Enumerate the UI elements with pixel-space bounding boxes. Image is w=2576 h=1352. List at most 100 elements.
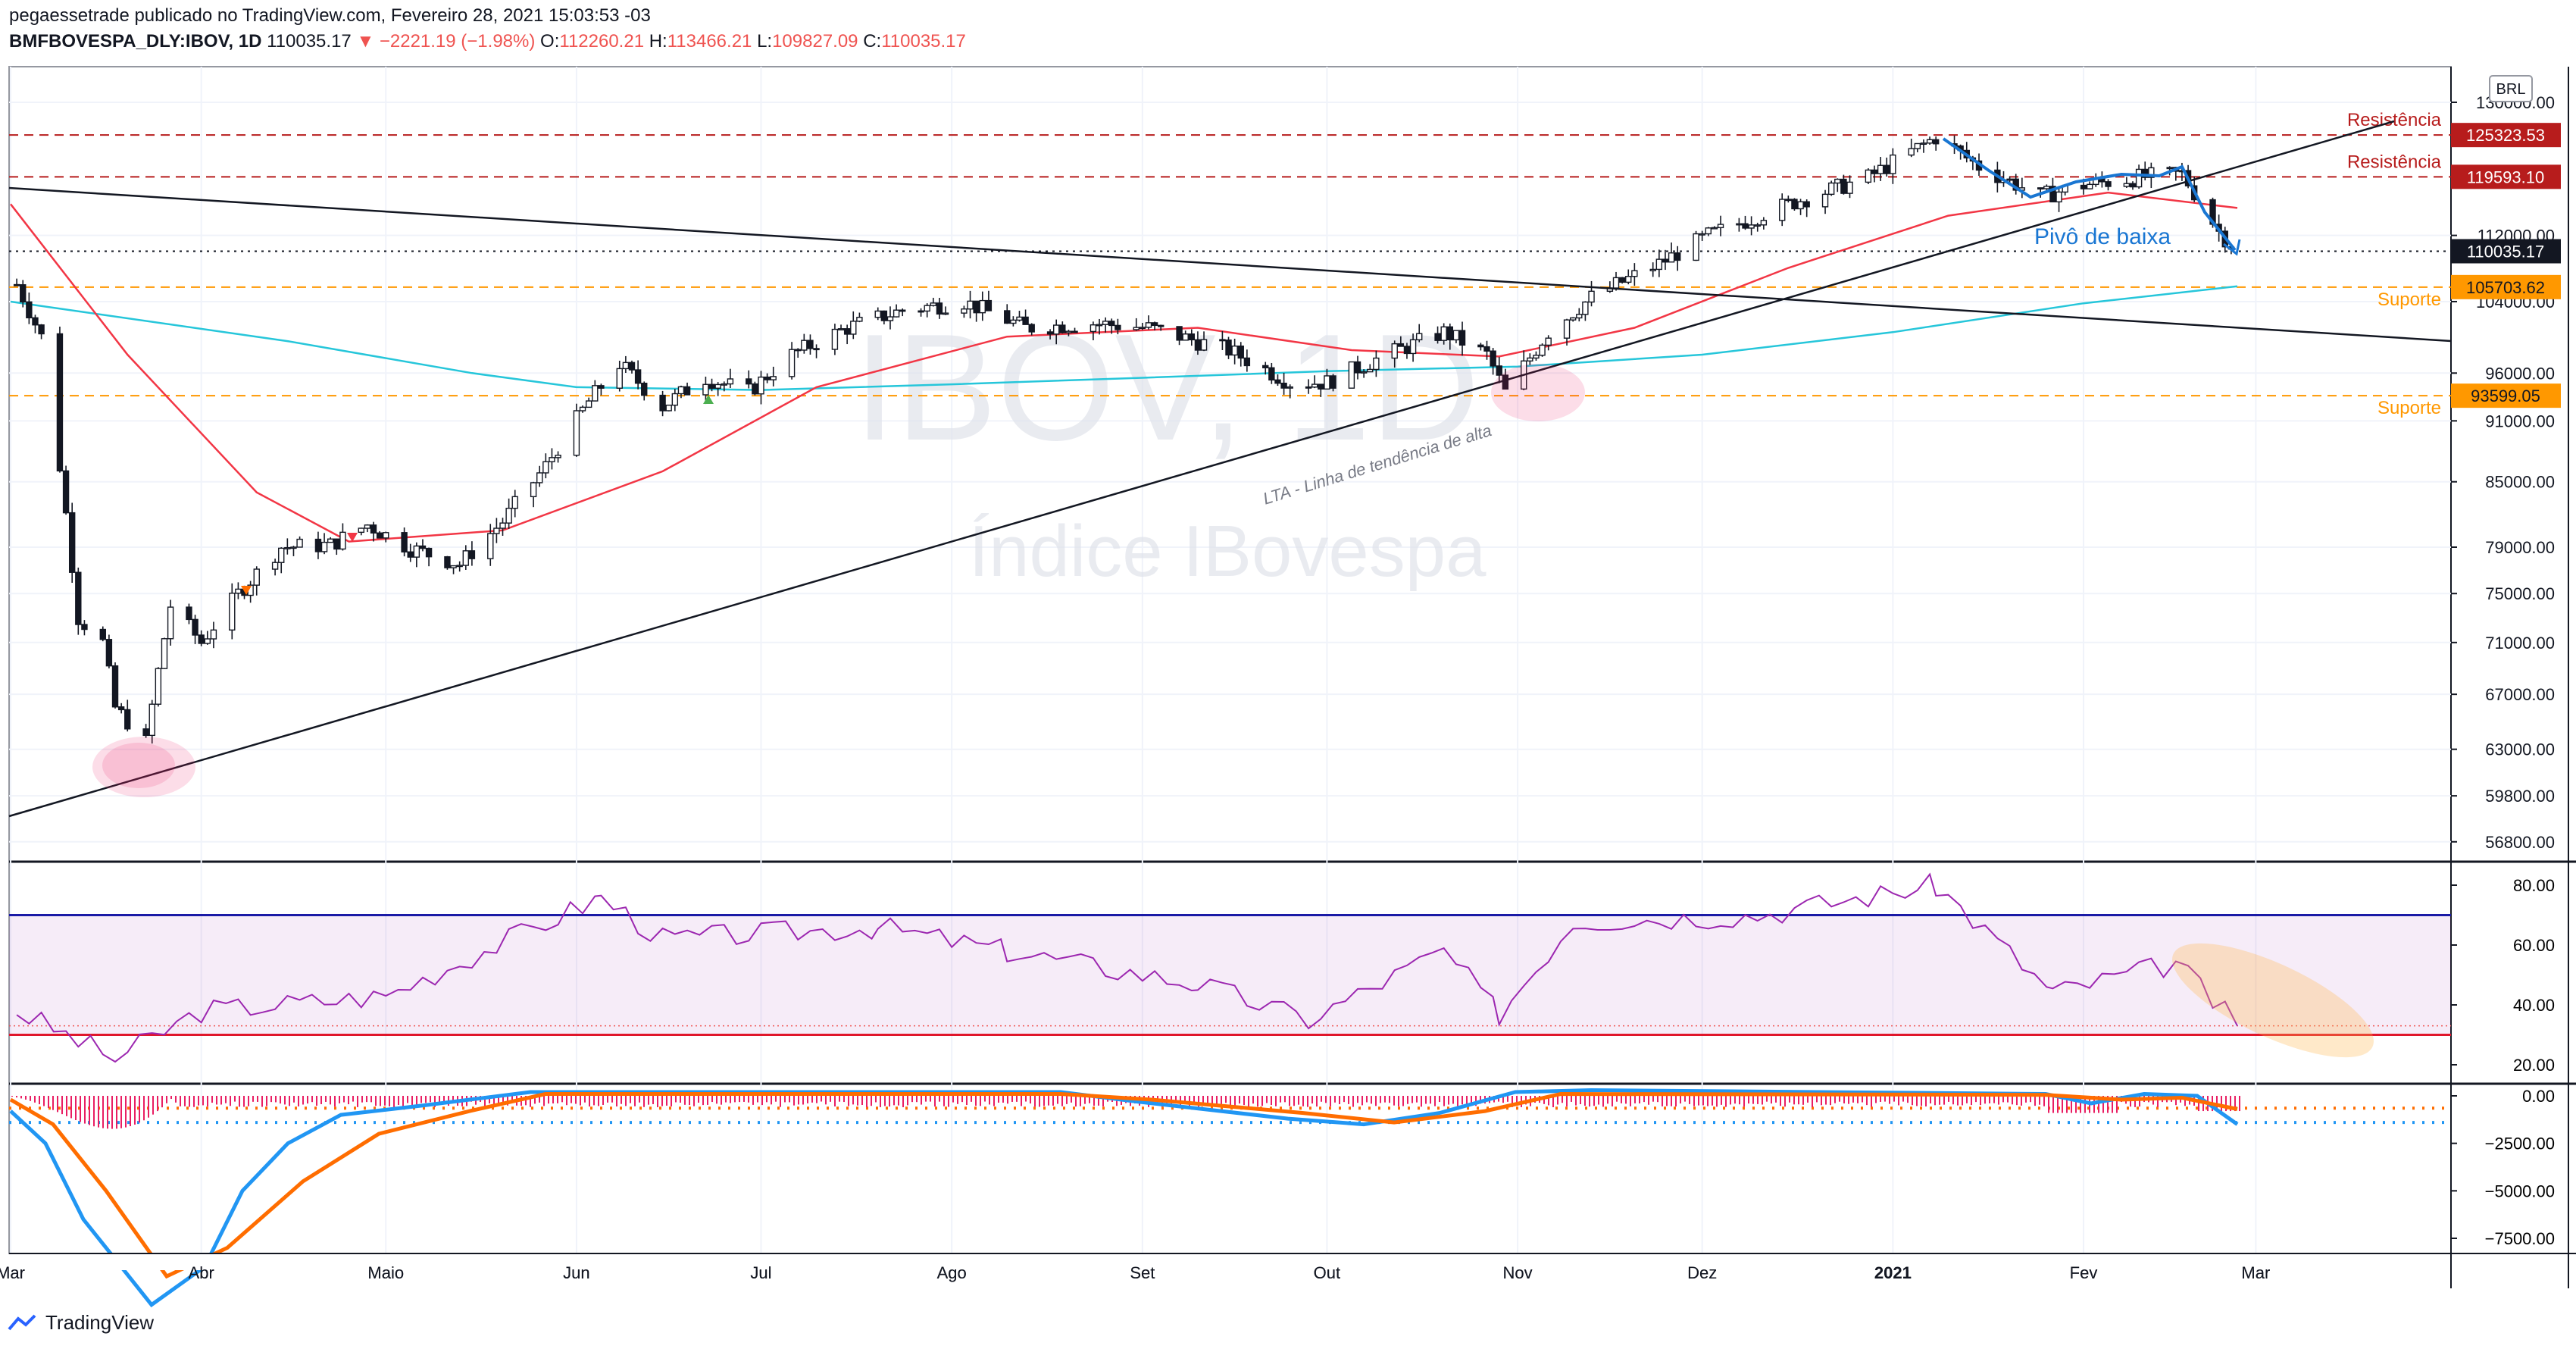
level-label: Suporte: [2377, 289, 2441, 310]
x-tick-label: Jul: [750, 1263, 771, 1282]
candle-body: [678, 387, 683, 393]
macd-tick-label: −2500.00: [2485, 1134, 2555, 1153]
candle-body: [1177, 327, 1182, 340]
level-label: Suporte: [2377, 398, 2441, 418]
candle-body: [1441, 327, 1446, 340]
candle-body: [64, 471, 69, 512]
candle-body: [254, 569, 259, 585]
candle-body: [672, 394, 677, 405]
candle-body: [161, 639, 167, 668]
candle-body: [1589, 291, 1594, 302]
candle-body: [1269, 368, 1274, 380]
candle-body: [1435, 333, 1440, 340]
candle-body: [924, 305, 930, 311]
candle-body: [1712, 227, 1717, 229]
candle-body: [1072, 331, 1077, 333]
candle-body: [1792, 199, 1797, 208]
currency-label: BRL: [2496, 81, 2526, 98]
candle-body: [1718, 224, 1724, 227]
candle-body: [599, 386, 604, 388]
rsi-tick-label: 20.00: [2513, 1056, 2555, 1075]
candle-body: [1878, 165, 1884, 174]
candle-body: [771, 377, 776, 380]
candle-body: [845, 329, 850, 334]
candle-body: [629, 362, 634, 370]
candle-body: [980, 301, 985, 313]
candle-body: [27, 302, 32, 318]
candle-body: [1097, 324, 1102, 326]
candle-body: [1115, 325, 1121, 330]
candle-body: [1540, 345, 1545, 355]
candle-body: [1755, 225, 1760, 227]
macd-tick-label: −5000.00: [2485, 1181, 2555, 1200]
candle-body: [1417, 333, 1422, 340]
candle-body: [746, 379, 752, 384]
candle-body: [106, 640, 111, 666]
candle-body: [1054, 325, 1059, 334]
candle-body: [814, 349, 819, 350]
candle-body: [1361, 372, 1367, 374]
candle-body: [322, 543, 327, 552]
candle-body: [875, 311, 880, 317]
candle-body: [1496, 366, 1502, 375]
candle-body: [1871, 170, 1877, 174]
candle-body: [894, 310, 899, 317]
y-tick-label: 63000.00: [2485, 740, 2555, 759]
y-tick-label: 79000.00: [2485, 538, 2555, 557]
candle-body: [82, 624, 87, 629]
price-badge-label: 93599.05: [2471, 387, 2540, 405]
candle-body: [1287, 387, 1293, 389]
price-badge-label: 105703.62: [2466, 278, 2545, 297]
candle-body: [70, 513, 75, 573]
level-label: Resistência: [2347, 152, 2442, 172]
x-tick-label: 2021: [1874, 1263, 1912, 1282]
candle-body: [802, 340, 807, 350]
candle-body: [1109, 321, 1114, 326]
candle-body: [1232, 346, 1237, 355]
candle-body: [1571, 318, 1576, 320]
candle-body: [2130, 183, 2135, 186]
price-badge-label: 125323.53: [2466, 126, 2545, 145]
macd-tick-label: −7500.00: [2485, 1229, 2555, 1248]
candle-body: [1368, 369, 1373, 371]
candle-body: [1404, 346, 1409, 353]
candle-body: [328, 539, 333, 542]
candle-body: [715, 384, 721, 388]
candle-body: [685, 387, 690, 395]
brand-name[interactable]: TradingView: [45, 1311, 154, 1335]
candle-body: [727, 379, 733, 384]
nov-highlight: [1491, 364, 1585, 421]
x-tick-label: Fev: [2070, 1263, 2098, 1282]
candle-body: [1066, 331, 1071, 333]
y-tick-label: 75000.00: [2485, 584, 2555, 603]
x-tick-label: Ago: [937, 1263, 967, 1282]
candle-body: [402, 533, 407, 552]
rsi-tick-label: 80.00: [2513, 876, 2555, 895]
y-tick-label: 59800.00: [2485, 787, 2555, 806]
candle-body: [1780, 199, 1785, 221]
y-tick-label: 85000.00: [2485, 473, 2555, 492]
candle-body: [1318, 384, 1324, 389]
candle-body: [463, 551, 468, 565]
candle-body: [1650, 269, 1655, 271]
candle-body: [364, 525, 370, 528]
mask: [0, 1085, 8, 1257]
candle-body: [1238, 346, 1243, 358]
candle-body: [143, 729, 148, 736]
rsi-tick-label: 60.00: [2513, 936, 2555, 955]
candle-body: [1841, 180, 1846, 194]
candle-body: [119, 707, 124, 710]
candle-body: [445, 557, 450, 568]
candle-body: [974, 301, 979, 312]
candle-body: [968, 301, 973, 308]
candle-body: [1577, 315, 1582, 318]
candle-body: [1798, 202, 1803, 208]
candle-body: [1921, 143, 1926, 145]
candle-body: [100, 630, 105, 640]
candle-body: [839, 329, 844, 330]
y-tick-label: 96000.00: [2485, 364, 2555, 383]
candle-body: [1737, 224, 1742, 225]
y-tick-label: 56800.00: [2485, 833, 2555, 852]
candle-body: [1835, 180, 1840, 183]
